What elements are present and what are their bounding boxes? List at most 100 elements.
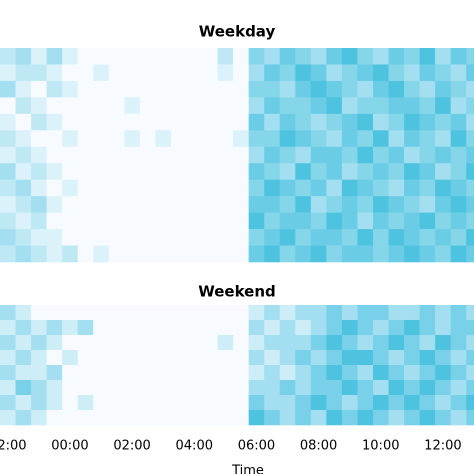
- heat-cell: [108, 64, 125, 82]
- heat-cell: [404, 212, 420, 230]
- heat-cell: [264, 196, 281, 213]
- heat-cell: [139, 196, 156, 213]
- heat-cell: [77, 80, 94, 98]
- heat-cell: [170, 229, 187, 246]
- heat-cell: [279, 146, 296, 164]
- x-tick-label: 10:00: [362, 439, 399, 454]
- heat-cell: [62, 350, 79, 366]
- heat-cell: [450, 365, 467, 381]
- heat-cell: [46, 80, 63, 98]
- heat-cell: [341, 48, 358, 65]
- heat-cell: [93, 350, 110, 366]
- heat-cell: [124, 245, 141, 263]
- heat-cell: [357, 365, 374, 381]
- heat-cell: [372, 97, 389, 115]
- heat-cell: [31, 335, 47, 351]
- heat-cell: [170, 80, 187, 98]
- heat-cell: [450, 350, 467, 366]
- heat-cell: [279, 48, 296, 65]
- heat-cell: [357, 196, 374, 213]
- heat-cell: [404, 113, 420, 131]
- heat-cell: [404, 350, 420, 366]
- heat-cell: [466, 229, 474, 246]
- heat-cell: [202, 335, 218, 351]
- heat-cell: [93, 163, 110, 180]
- heat-cell: [279, 350, 296, 366]
- heat-cell: [170, 395, 187, 411]
- heat-cell: [279, 179, 296, 197]
- heat-cell: [279, 380, 296, 396]
- heat-cell: [124, 305, 141, 321]
- heat-cell: [248, 380, 265, 396]
- heat-cell: [217, 196, 234, 213]
- heat-cell: [404, 163, 420, 180]
- heat-cell: [139, 229, 156, 246]
- heat-cell: [419, 196, 436, 213]
- heat-cell: [450, 380, 467, 396]
- heat-cell: [108, 80, 125, 98]
- heat-cell: [326, 97, 343, 115]
- heat-cell: [233, 305, 249, 321]
- heat-cell: [170, 64, 187, 82]
- heat-cell: [310, 64, 327, 82]
- heat-cell: [108, 146, 125, 164]
- heat-cell: [450, 113, 467, 131]
- x-tick-label: 04:00: [176, 439, 213, 454]
- heat-cell: [155, 365, 172, 381]
- heat-cell: [0, 146, 16, 164]
- heat-cell: [435, 365, 451, 381]
- heat-cell: [108, 229, 125, 246]
- heat-cell: [31, 179, 47, 197]
- heat-cell: [435, 163, 451, 180]
- heat-cell: [466, 395, 474, 411]
- heat-cell: [357, 245, 374, 263]
- heat-cell: [341, 305, 358, 321]
- heat-cell: [341, 380, 358, 396]
- heat-cell: [279, 245, 296, 263]
- heat-cell: [124, 64, 141, 82]
- heat-cell: [419, 245, 436, 263]
- heat-cell: [124, 380, 141, 396]
- heat-cell: [450, 212, 467, 230]
- heat-cell: [326, 64, 343, 82]
- heat-cell: [155, 163, 172, 180]
- heat-cell: [202, 212, 218, 230]
- heat-cell: [341, 146, 358, 164]
- heat-cell: [0, 245, 16, 263]
- heat-cell: [202, 410, 218, 426]
- heat-cell: [139, 97, 156, 115]
- heat-cell: [15, 163, 32, 180]
- heat-cell: [217, 380, 234, 396]
- heat-cell: [419, 410, 436, 426]
- heat-cell: [279, 365, 296, 381]
- heat-cell: [404, 410, 420, 426]
- heat-cell: [155, 196, 172, 213]
- heat-cell: [295, 410, 312, 426]
- heat-cell: [202, 320, 218, 336]
- heat-cell: [217, 320, 234, 336]
- heat-cell: [31, 350, 47, 366]
- heat-cell: [124, 410, 141, 426]
- heat-cell: [310, 113, 327, 131]
- heat-cell: [124, 146, 141, 164]
- heat-cell: [341, 335, 358, 351]
- heat-cell: [62, 212, 79, 230]
- heat-cell: [341, 410, 358, 426]
- heat-cell: [295, 350, 312, 366]
- heat-cell: [186, 229, 203, 246]
- heat-cell: [46, 245, 63, 263]
- heat-cell: [372, 395, 389, 411]
- heat-cell: [170, 380, 187, 396]
- heat-cell: [450, 229, 467, 246]
- heat-cell: [186, 80, 203, 98]
- heat-cell: [341, 350, 358, 366]
- heat-cell: [217, 395, 234, 411]
- heat-cell: [279, 395, 296, 411]
- heat-cell: [372, 229, 389, 246]
- heat-cell: [435, 245, 451, 263]
- heat-cell: [233, 64, 249, 82]
- heat-cell: [357, 229, 374, 246]
- heat-cell: [233, 395, 249, 411]
- heat-cell: [419, 305, 436, 321]
- heat-cell: [217, 64, 234, 82]
